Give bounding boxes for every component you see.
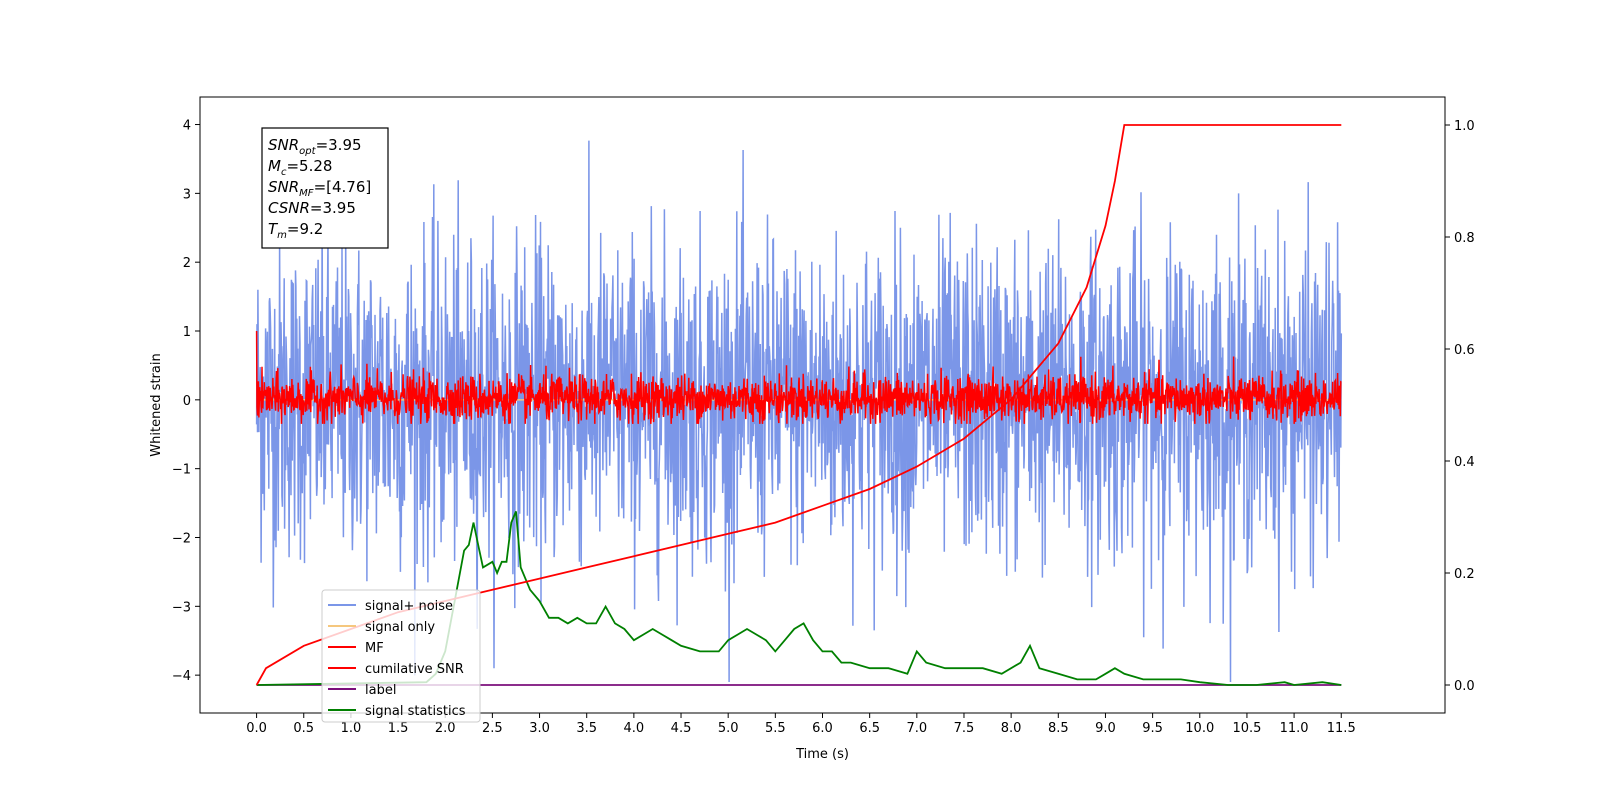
- annotation-box: SNRopt=3.95Mc=5.28SNRMF=[4.76]CSNR=3.95T…: [261, 127, 389, 249]
- x-tick-label: 3.5: [576, 721, 597, 736]
- x-tick-label: 0.5: [293, 721, 314, 736]
- x-tick-label: 10.5: [1232, 721, 1261, 736]
- y-left-tick-label: 3: [183, 187, 191, 202]
- y-right-tick-label: 0.2: [1454, 567, 1475, 582]
- x-tick-label: 1.5: [388, 721, 409, 736]
- annotation-symbol: CSNR: [268, 199, 310, 217]
- x-tick-label: 9.5: [1142, 721, 1163, 736]
- annotation-frame: [261, 127, 389, 249]
- legend-entry-label: label: [365, 683, 396, 698]
- annotation-symbol: M: [268, 157, 281, 175]
- y-left-tick-label: 2: [183, 256, 191, 271]
- y-left-tick-label: −1: [172, 463, 191, 478]
- x-tick-label: 8.0: [1001, 721, 1022, 736]
- y-left-tick-label: −2: [172, 531, 191, 546]
- legend-frame: [321, 589, 481, 723]
- annotation-value: =5.28: [286, 157, 332, 175]
- annotation-line: SNRMF=[4.76]: [268, 178, 371, 199]
- x-tick-label: 5.5: [765, 721, 786, 736]
- y-axis-label: Whitened strain: [149, 353, 164, 456]
- x-tick-label: 8.5: [1048, 721, 1069, 736]
- annotation-subscript: c: [281, 167, 287, 178]
- y-left-tick-label: 4: [183, 119, 191, 134]
- annotation-subscript: m: [277, 230, 287, 241]
- legend: signal+ noise signal only MF cumilative SNR…: [321, 589, 481, 723]
- series-signal-statistics-line: [256, 511, 1342, 686]
- annotation-subscript: opt: [299, 146, 316, 157]
- legend-entry-label: signal+ noise: [365, 599, 453, 614]
- legend-entry-label: signal only: [365, 620, 435, 635]
- annotation-value: =[4.76]: [314, 178, 372, 196]
- x-tick-label: 0.0: [246, 721, 267, 736]
- annotation-symbol: SNR: [268, 178, 299, 196]
- x-tick-label: 10.0: [1185, 721, 1214, 736]
- legend-entry-label: MF: [365, 641, 384, 656]
- x-tick-label: 7.0: [906, 721, 927, 736]
- x-tick-label: 3.0: [529, 721, 550, 736]
- x-tick-label: 6.0: [812, 721, 833, 736]
- annotation-value: =3.95: [310, 199, 356, 217]
- axes: 0.0 0.5 1.0 1.5 2.0 2.5 3.0 3.5 4.0 4.5 5.0 5.5 6.0 6…: [172, 96, 1475, 736]
- y-left-tick-label: 1: [183, 325, 191, 340]
- series-mf-line: [255, 330, 1342, 424]
- x-tick-label: 2.0: [435, 721, 456, 736]
- x-tick-label: 7.5: [954, 721, 975, 736]
- x-tick-label: 2.5: [482, 721, 503, 736]
- annotation-line: Tm=9.2: [268, 220, 323, 241]
- y-right-tick-label: 0.6: [1454, 343, 1475, 358]
- x-tick-label: 5.0: [718, 721, 739, 736]
- y-right-tick-label: 0.0: [1454, 679, 1475, 694]
- x-axis-label: Time (s): [795, 747, 849, 762]
- x-tick-label: 11.5: [1327, 721, 1356, 736]
- y-left-tick-label: −4: [172, 669, 191, 684]
- y-right-tick-label: 0.8: [1454, 231, 1475, 246]
- x-tick-label: 4.0: [624, 721, 645, 736]
- x-tick-label: 9.0: [1095, 721, 1116, 736]
- annotation-line: SNRopt=3.95: [268, 136, 362, 157]
- y-right-tick-label: 1.0: [1454, 119, 1475, 134]
- annotation-subscript: MF: [299, 188, 314, 199]
- y-left-tick-label: 0: [183, 394, 191, 409]
- annotation-value: =9.2: [287, 220, 323, 238]
- legend-entry-label: signal statistics: [365, 704, 466, 719]
- annotation-symbol: T: [268, 220, 279, 238]
- legend-entry-label: cumilative SNR: [365, 662, 464, 677]
- annotation-line: CSNR=3.95: [268, 199, 356, 217]
- x-tick-label: 4.5: [671, 721, 692, 736]
- annotation-symbol: SNR: [268, 136, 299, 154]
- x-tick-label: 1.0: [341, 721, 362, 736]
- x-tick-label: 6.5: [859, 721, 880, 736]
- y-left-tick-label: −3: [172, 600, 191, 615]
- x-tick-label: 11.0: [1280, 721, 1309, 736]
- annotation-value: =3.95: [316, 136, 362, 154]
- annotation-line: Mc=5.28: [268, 157, 332, 178]
- y-right-tick-label: 0.4: [1454, 455, 1475, 470]
